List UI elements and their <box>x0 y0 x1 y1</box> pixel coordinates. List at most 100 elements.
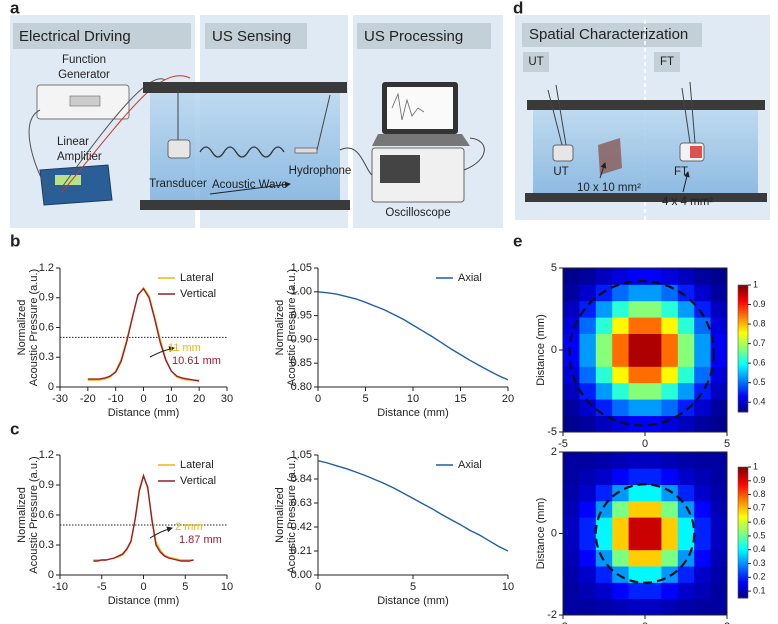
x-tick-label: 5 <box>410 581 416 593</box>
area-label: 10 x 10 mm² <box>577 182 641 194</box>
heatmap-cell <box>579 517 597 534</box>
y-tick-label: 0.6 <box>39 509 54 521</box>
colorbar-slice <box>738 488 748 492</box>
colorbar-tick-label: 0.4 <box>753 397 766 407</box>
heatmap-cell <box>595 366 613 384</box>
heatmap-cell <box>628 382 646 400</box>
heatmap-cell <box>710 366 728 384</box>
heatmap-cell <box>645 300 662 318</box>
y-tick-label: 1.00 <box>291 286 312 298</box>
y-tick-label: 2 <box>551 446 557 458</box>
heatmap-cell <box>710 268 728 285</box>
cable <box>547 84 567 146</box>
y-tick-label: 0.90 <box>291 333 312 345</box>
colorbar-slice <box>738 495 748 499</box>
laptop-base <box>372 134 470 146</box>
colorbar-slice <box>738 316 748 320</box>
heatmap-cell <box>694 549 711 567</box>
colorbar-slice <box>738 484 748 488</box>
heatmap-cell <box>612 533 629 551</box>
y-tick-label: 0.21 <box>291 545 312 557</box>
colorbar-slice <box>738 310 748 314</box>
heatmap-cell <box>710 500 728 518</box>
heatmap-cell <box>710 468 728 485</box>
heatmap-cell <box>595 517 613 534</box>
x-tick-label: 5 <box>182 581 188 593</box>
heatmap-cell <box>595 484 613 502</box>
heatmap-cell <box>628 582 646 600</box>
heatmap-cell <box>579 415 597 433</box>
heatmap-cell <box>579 484 597 502</box>
colorbar-slice <box>738 467 748 470</box>
device-label: Generator <box>58 69 110 81</box>
heatmap-cell <box>645 317 662 334</box>
heatmap-cell <box>628 333 646 351</box>
colorbar-slice <box>738 573 748 577</box>
x-tick-label: 10 <box>165 393 177 405</box>
colorbar-tick-label: 0.7 <box>753 338 766 348</box>
heatmap-cell <box>563 415 580 433</box>
focal-circle <box>568 280 715 427</box>
colorbar-slice <box>738 376 748 379</box>
heatmap-cell <box>661 268 679 285</box>
tank-frame <box>525 193 767 202</box>
heatmap-cell <box>710 284 728 302</box>
section-title-box <box>205 23 307 49</box>
colorbar-slice <box>738 342 748 345</box>
heatmap-cell <box>710 598 728 616</box>
series-line <box>93 472 194 561</box>
heatmap-cell <box>694 268 711 285</box>
heatmap-cell <box>661 452 679 469</box>
colorbar-slice <box>738 390 748 394</box>
y-tick-label: 0 <box>48 569 54 581</box>
colorbar-slice <box>738 312 748 316</box>
colorbar-slice <box>738 397 748 400</box>
y-axis-label: Acoustic Pressure (a.u.) <box>28 456 40 573</box>
heatmap-cell <box>645 582 662 600</box>
colorbar-slice <box>738 587 748 590</box>
colorbar-slice <box>738 287 748 290</box>
heatmap-cell <box>579 317 597 334</box>
colorbar-slice <box>738 584 748 588</box>
heatmap-cell <box>563 549 580 567</box>
heatmap-cell <box>595 415 613 433</box>
colorbar-slice <box>738 329 748 333</box>
colorbar-slice <box>738 346 748 349</box>
heatmap-cell <box>612 300 629 318</box>
y-axis-label: Normalized <box>16 487 28 543</box>
colorbar-slice <box>738 405 748 409</box>
colorbar-tick-label: 0.6 <box>753 358 766 368</box>
cable <box>28 78 166 196</box>
y-tick-label: 0 <box>48 381 54 393</box>
colorbar-frame <box>737 284 749 413</box>
panel-d: Spatial Characterization UT FT UT FT 10 … <box>515 15 770 220</box>
heatmap-cell <box>628 452 646 469</box>
heatmap-cell <box>563 452 580 469</box>
transducer-face <box>690 146 702 158</box>
heatmap-cell <box>579 549 597 567</box>
colorbar-slice <box>738 356 748 360</box>
colorbar-slice <box>738 556 748 560</box>
device-label: Amplifier <box>57 151 102 163</box>
heatmap-cell <box>563 366 580 384</box>
heatmap-cell <box>595 300 613 318</box>
heatmap-cell <box>661 598 679 616</box>
colorbar-slice <box>738 314 748 318</box>
x-tick-label: 0 <box>140 393 146 405</box>
heatmap-cell <box>595 533 613 551</box>
heatmap-cell <box>595 549 613 567</box>
colorbar-slice <box>738 333 748 337</box>
annotation: 10.61 mm <box>172 355 221 367</box>
heatmap-cell <box>612 268 629 285</box>
colorbar-slice <box>738 541 748 544</box>
heatmap-cell <box>595 350 613 367</box>
heatmap-cell <box>628 598 646 616</box>
colorbar-slice <box>738 306 748 309</box>
colorbar-tick-label: 0.9 <box>753 299 766 309</box>
y-tick-label: 0.80 <box>291 381 312 393</box>
arrow <box>682 171 690 193</box>
heatmap-cell <box>661 517 679 534</box>
colorbar-slice <box>738 289 748 292</box>
colorbar-slice <box>738 477 748 481</box>
heatmap-cell <box>661 366 679 384</box>
